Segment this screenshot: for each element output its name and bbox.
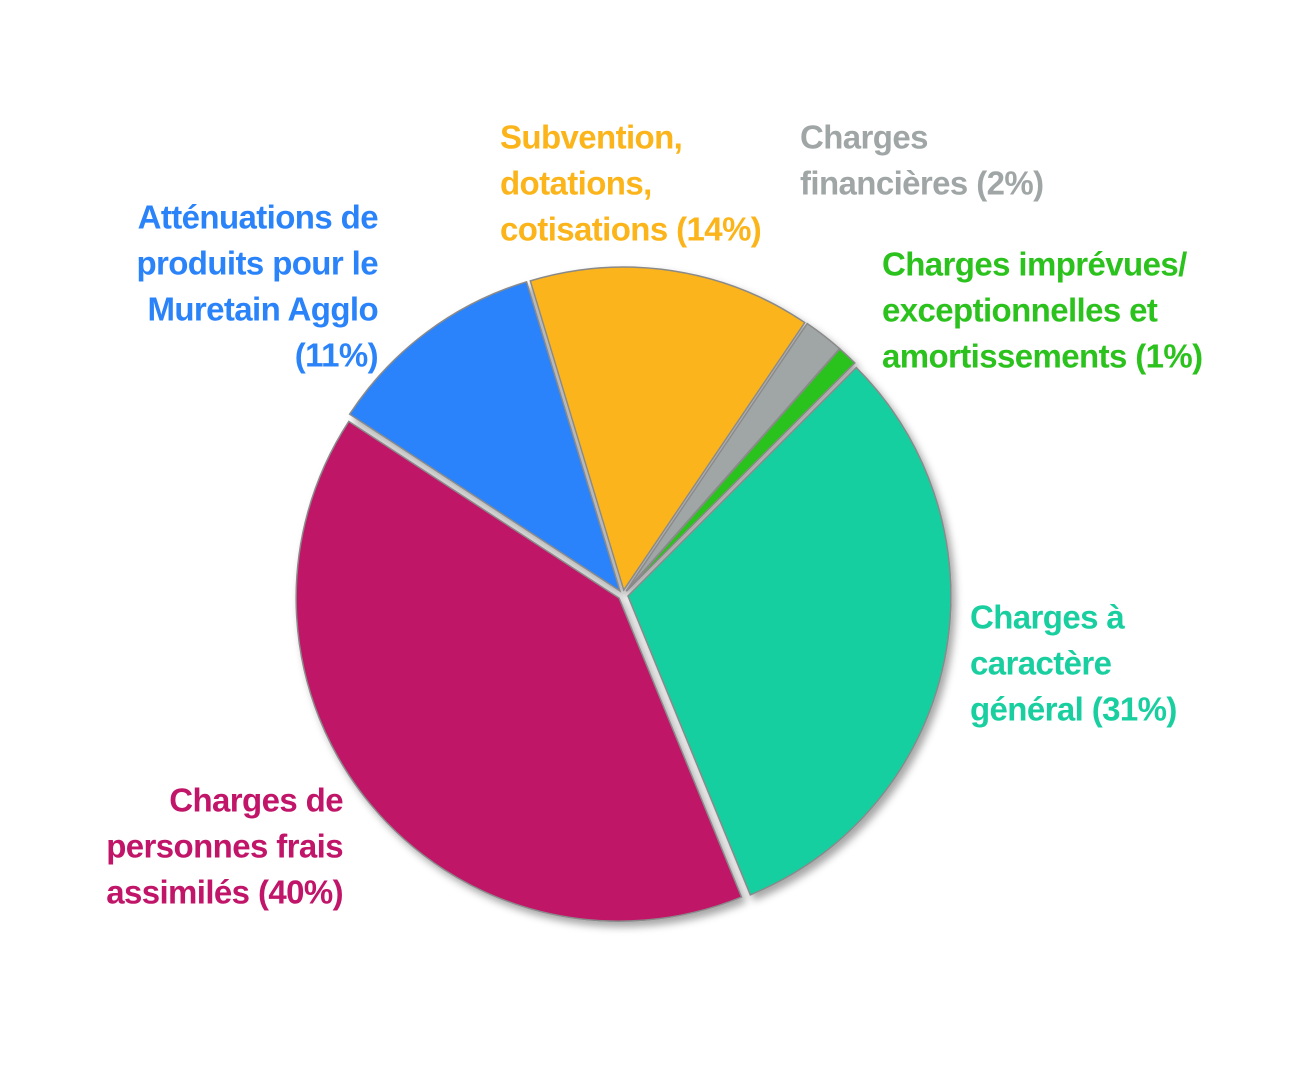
slice-label: Charges de bbox=[169, 782, 343, 819]
pie-slice bbox=[295, 420, 743, 922]
slice-label: Subvention, bbox=[500, 119, 682, 156]
pie-slice bbox=[627, 366, 952, 896]
slice-label: dotations, bbox=[500, 165, 652, 202]
pie-slice bbox=[625, 347, 856, 592]
slice-label: Charges imprévues/ bbox=[882, 246, 1187, 283]
slice-label: amortissements (1%) bbox=[882, 338, 1203, 375]
slice-label: général (31%) bbox=[970, 691, 1177, 728]
pie-slice bbox=[529, 266, 806, 592]
slice-label: assimilés (40%) bbox=[106, 874, 343, 911]
slice-label: exceptionnelles et bbox=[882, 292, 1158, 329]
slice-label: Atténuations de bbox=[138, 199, 379, 236]
slice-label: Muretain Agglo bbox=[147, 291, 378, 328]
slice-label: caractère bbox=[970, 645, 1112, 682]
pie-slice bbox=[348, 280, 622, 593]
slice-label: financières (2%) bbox=[800, 165, 1044, 202]
slice-label: produits pour le bbox=[136, 245, 378, 282]
slice-label: Charges bbox=[800, 119, 928, 156]
slice-label: (11%) bbox=[295, 337, 378, 374]
slice-label: Charges à bbox=[970, 599, 1125, 636]
slice-label: cotisations (14%) bbox=[500, 211, 761, 248]
pie bbox=[295, 266, 952, 922]
slice-label: personnes frais bbox=[106, 828, 343, 865]
